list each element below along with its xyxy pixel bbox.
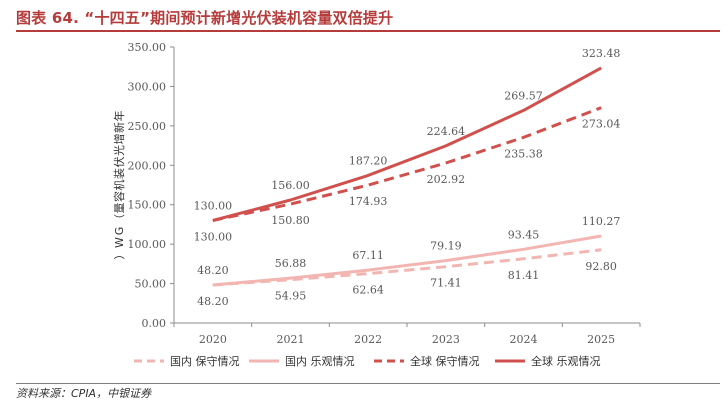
data-label-series-3: 156.00 [271, 179, 310, 192]
data-label-series-0: 48.20 [197, 295, 229, 308]
data-label-series-3: 323.48 [582, 47, 621, 60]
series-layer [212, 66, 602, 287]
y-axis-title-char: 年 [112, 111, 126, 122]
y-tick-label: 150.00 [128, 199, 167, 212]
legend-label-1: 国内 乐观情况 [285, 354, 355, 368]
data-label-series-0: 54.95 [275, 290, 307, 303]
x-tick-label: 2025 [587, 333, 615, 346]
legend-label-0: 国内 保守情况 [170, 354, 240, 368]
data-label-series-3: 130.00 [194, 199, 233, 212]
y-tick-label: 200.00 [128, 159, 167, 172]
y-tick-label: 0.00 [142, 317, 167, 330]
data-label-series-1: 56.88 [275, 257, 307, 270]
data-labels-layer: 48.20 54.95 62.64 71.41 81.41 92.80 48.20 56.88… [194, 47, 621, 308]
data-label-series-1: 110.27 [582, 215, 621, 228]
series-line-1 [212, 234, 602, 287]
y-axis-title-char: W [113, 237, 126, 248]
series-line-2 [212, 106, 602, 222]
y-axis-title-char: 伏 [112, 157, 126, 168]
data-label-series-2: 174.93 [349, 195, 388, 208]
y-axis-title-char: 增 [112, 134, 126, 145]
y-tick-label: 300.00 [128, 80, 167, 93]
y-tick-label: 100.00 [128, 238, 167, 251]
y-axis-title-char: ） [113, 249, 126, 260]
x-tick-label: 2022 [354, 333, 382, 346]
data-label-series-1: 67.11 [352, 249, 384, 262]
figure-title: 图表 64. “十四五”期间预计新增光伏装机容量双倍提升 [16, 9, 394, 27]
x-tick-label: 2021 [277, 333, 305, 346]
footer-divider [16, 383, 720, 384]
x-tick-label: 2023 [432, 333, 460, 346]
data-label-series-2: 235.38 [504, 147, 543, 160]
y-axis-title-char: G [113, 227, 126, 236]
y-tick-label: 50.00 [135, 278, 167, 291]
y-axis-title-char: 容 [112, 191, 126, 202]
y-axis-title-char: 新 [112, 122, 126, 133]
data-label-series-2: 150.80 [271, 214, 310, 227]
data-label-series-1: 48.20 [197, 264, 229, 277]
data-label-series-3: 224.64 [427, 125, 466, 138]
y-axis-title-char: 光 [112, 145, 126, 156]
data-label-series-3: 187.20 [349, 154, 388, 167]
legend-label-3: 全球 乐观情况 [531, 354, 601, 368]
data-label-series-1: 93.45 [508, 228, 540, 241]
data-label-series-0: 62.64 [352, 284, 384, 297]
data-label-series-3: 269.57 [504, 89, 543, 102]
y-tick-label: 350.00 [128, 41, 167, 54]
data-label-series-0: 81.41 [508, 269, 540, 282]
data-label-series-0: 71.41 [430, 277, 462, 290]
legend: 国内 保守情况 国内 乐观情况 全球 保守情况 全球 乐观情况 [134, 354, 601, 368]
y-tick-label: 250.00 [128, 120, 167, 133]
axes-layer: 0.00 50.00 100.00 150.00 200.00 250.00 300.00 3… [112, 41, 641, 346]
data-label-series-2: 202.92 [427, 173, 466, 186]
data-label-series-2: 130.00 [194, 230, 233, 243]
series-line-3 [212, 66, 602, 222]
title-divider [16, 30, 720, 32]
source-note: 资料来源：CPIA，中银证券 [16, 387, 152, 400]
y-axis-title-char: 装 [113, 168, 126, 179]
legend-label-2: 全球 保守情况 [410, 354, 480, 368]
data-label-series-1: 79.19 [430, 240, 462, 253]
y-axis-title-char: 机 [112, 180, 126, 191]
data-label-series-2: 273.04 [582, 118, 621, 131]
data-label-series-0: 92.80 [585, 260, 617, 273]
x-tick-label: 2020 [199, 333, 227, 346]
x-tick-label: 2024 [510, 333, 538, 346]
y-axis-title-char: （ [113, 214, 126, 225]
y-axis-title-char: 量 [113, 203, 126, 214]
